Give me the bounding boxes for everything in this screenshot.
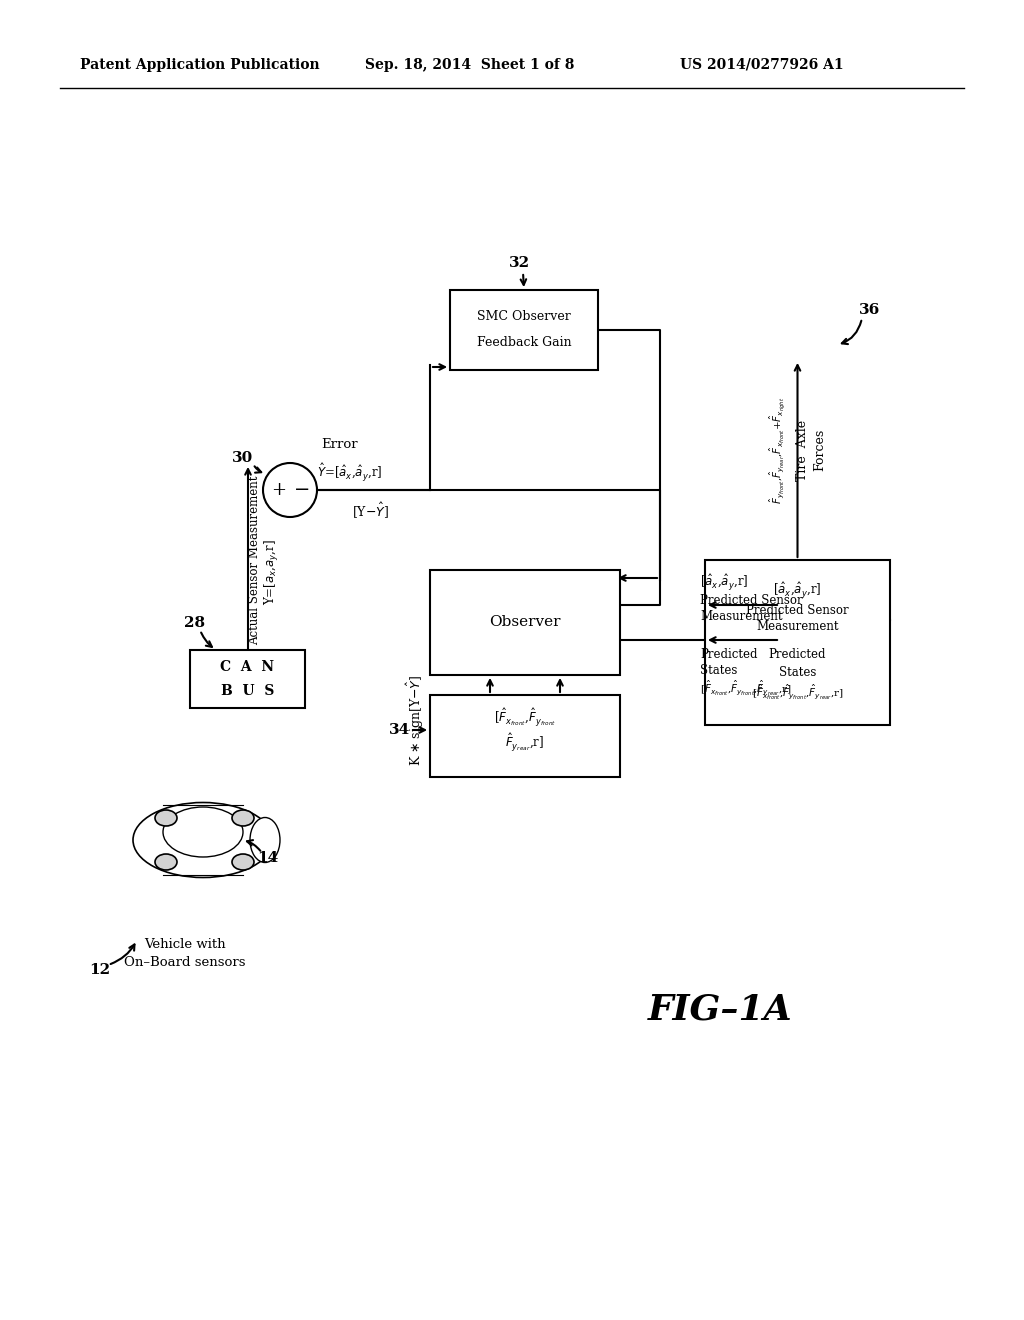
Text: $\hat{F}_{y_{front}}$,$\hat{F}_{y_{rear}}$,$\hat{F}_{x_{front}}$+$\hat{F}_{x_{ri: $\hat{F}_{y_{front}}$,$\hat{F}_{y_{rear}… xyxy=(767,396,787,504)
Circle shape xyxy=(263,463,317,517)
Text: Vehicle with: Vehicle with xyxy=(144,939,226,952)
Text: C  A  N: C A N xyxy=(220,660,274,675)
Ellipse shape xyxy=(155,810,177,826)
Text: 28: 28 xyxy=(184,616,206,630)
Text: [$\hat{a}_x$,$\hat{a}_y$,r]: [$\hat{a}_x$,$\hat{a}_y$,r] xyxy=(700,572,749,591)
Text: −: − xyxy=(294,480,310,499)
Text: Predicted: Predicted xyxy=(769,648,826,661)
Text: 30: 30 xyxy=(232,451,254,465)
Text: $\hat{F}_{y_{rear}}$,r]: $\hat{F}_{y_{rear}}$,r] xyxy=(506,731,545,752)
Text: Predicted Sensor: Predicted Sensor xyxy=(700,594,803,606)
Bar xyxy=(450,290,598,370)
Text: On–Board sensors: On–Board sensors xyxy=(124,957,246,969)
Text: Tire  Axle: Tire Axle xyxy=(796,420,809,480)
Text: [$\hat{F}_{x_{front}}$,$\hat{F}_{y_{front}}$,$\hat{F}_{y_{rear}}$,r]: [$\hat{F}_{x_{front}}$,$\hat{F}_{y_{fron… xyxy=(752,682,844,702)
Text: US 2014/0277926 A1: US 2014/0277926 A1 xyxy=(680,58,844,73)
Text: States: States xyxy=(779,667,816,680)
Text: Patent Application Publication: Patent Application Publication xyxy=(80,58,319,73)
Text: 36: 36 xyxy=(859,304,881,317)
Ellipse shape xyxy=(133,803,273,878)
Bar xyxy=(430,696,620,777)
Text: 14: 14 xyxy=(257,851,279,865)
Text: +: + xyxy=(271,480,287,499)
Bar xyxy=(430,570,620,675)
Text: Error: Error xyxy=(322,437,358,450)
Text: $\hat{Y}$=[$\hat{a}_x$,$\hat{a}_y$,r]: $\hat{Y}$=[$\hat{a}_x$,$\hat{a}_y$,r] xyxy=(317,461,383,483)
Text: Feedback Gain: Feedback Gain xyxy=(477,337,571,350)
Text: [$\hat{F}_{x_{front}}$,$\hat{F}_{y_{front}}$,$\hat{F}_{y_{rear}}$,r]: [$\hat{F}_{x_{front}}$,$\hat{F}_{y_{fron… xyxy=(700,678,792,697)
Text: [$\hat{a}_x$,$\hat{a}_y$,r]: [$\hat{a}_x$,$\hat{a}_y$,r] xyxy=(773,579,821,601)
Text: Y=[$a_x$,$a_y$,r]: Y=[$a_x$,$a_y$,r] xyxy=(263,539,281,605)
Text: [Y$-\hat{Y}$]: [Y$-\hat{Y}$] xyxy=(351,500,388,520)
Ellipse shape xyxy=(232,810,254,826)
Text: 12: 12 xyxy=(89,964,111,977)
Ellipse shape xyxy=(250,817,280,862)
Text: B  U  S: B U S xyxy=(221,684,274,698)
Ellipse shape xyxy=(232,854,254,870)
Bar xyxy=(705,560,890,725)
Text: SMC Observer: SMC Observer xyxy=(477,310,570,323)
Text: 32: 32 xyxy=(509,256,530,271)
Bar xyxy=(190,649,305,708)
Text: Actual Sensor Measurement: Actual Sensor Measurement xyxy=(249,475,261,644)
Text: Predicted: Predicted xyxy=(700,648,758,660)
Text: Measurement: Measurement xyxy=(757,619,839,632)
Text: K $\ast$ sign[Y$-\hat{Y}$]: K $\ast$ sign[Y$-\hat{Y}$] xyxy=(404,675,426,766)
Ellipse shape xyxy=(155,854,177,870)
Text: Observer: Observer xyxy=(489,615,561,630)
Text: States: States xyxy=(700,664,737,676)
Text: Sep. 18, 2014  Sheet 1 of 8: Sep. 18, 2014 Sheet 1 of 8 xyxy=(365,58,574,73)
Text: FIG–1A: FIG–1A xyxy=(648,993,793,1027)
Ellipse shape xyxy=(163,807,243,857)
Text: [$\hat{F}_{x_{front}}$,$\hat{F}_{y_{front}}$: [$\hat{F}_{x_{front}}$,$\hat{F}_{y_{fron… xyxy=(494,706,556,729)
Text: Measurement: Measurement xyxy=(700,610,782,623)
Text: Forces: Forces xyxy=(813,429,826,471)
Text: 34: 34 xyxy=(389,723,411,737)
Text: Predicted Sensor: Predicted Sensor xyxy=(746,603,849,616)
